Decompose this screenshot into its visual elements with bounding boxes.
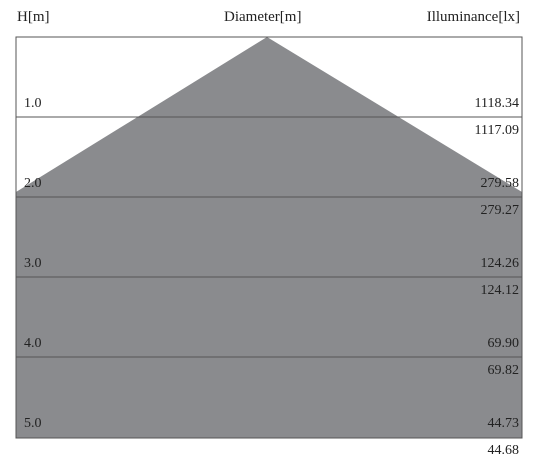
height-label-5: 5.0	[24, 416, 42, 431]
illuminance-bottom-4: 69.82	[487, 363, 520, 378]
illuminance-bottom-3: 124.12	[480, 283, 520, 298]
illuminance-bottom-2: 279.27	[480, 203, 520, 218]
height-header: H[m]	[17, 9, 50, 25]
diameter-header: Diameter[m]	[224, 9, 302, 25]
illuminance-top-2: 279.58	[480, 176, 520, 191]
light-cone	[16, 37, 522, 438]
diagram-frame	[15, 36, 523, 439]
illuminance-top-1: 1118.34	[474, 96, 519, 111]
illuminance-bottom-1: 1117.09	[474, 123, 519, 138]
illuminance-top-4: 69.90	[487, 336, 520, 351]
height-label-1: 1.0	[24, 96, 42, 111]
height-label-2: 2.0	[24, 176, 42, 191]
illuminance-top-5: 44.73	[487, 416, 520, 431]
illuminance-top-3: 124.26	[480, 256, 520, 271]
illuminance-bottom-5: 44.68	[487, 443, 520, 458]
height-label-4: 4.0	[24, 336, 42, 351]
illuminance-header: Illuminance[lx]	[426, 9, 520, 25]
height-label-3: 3.0	[24, 256, 42, 271]
